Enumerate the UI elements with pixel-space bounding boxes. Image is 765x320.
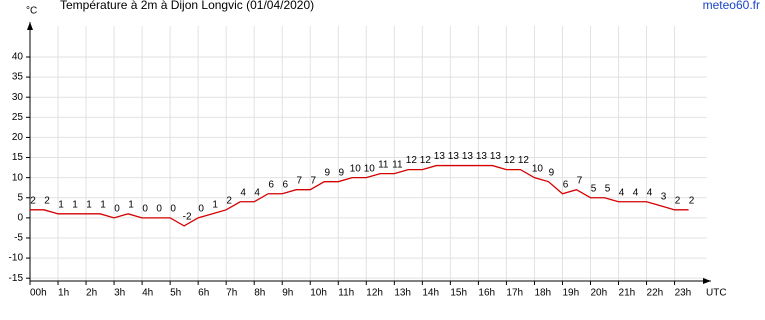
data-label: 2 <box>44 195 50 206</box>
x-tick-label: 4h <box>142 288 153 299</box>
data-label: 6 <box>268 179 274 190</box>
data-label: 0 <box>170 203 176 214</box>
data-label: 13 <box>434 151 446 162</box>
y-tick-label: 25 <box>12 112 24 123</box>
x-tick-label: 6h <box>198 288 209 299</box>
data-label: 12 <box>406 155 418 166</box>
data-label: 13 <box>448 151 460 162</box>
data-label: 2 <box>689 195 695 206</box>
data-label: 10 <box>532 163 544 174</box>
y-tick-label: -5 <box>14 233 23 244</box>
x-tick-label: 14h <box>422 288 439 299</box>
data-label: 9 <box>338 167 344 178</box>
data-label: 13 <box>490 151 502 162</box>
data-label: 0 <box>198 203 204 214</box>
x-tick-label: 21h <box>619 288 636 299</box>
data-label: 1 <box>86 199 92 210</box>
data-label: 3 <box>661 191 667 202</box>
data-label: 1 <box>72 199 78 210</box>
data-label: 1 <box>100 199 106 210</box>
x-axis-arrow <box>703 278 711 284</box>
data-label: 4 <box>619 187 625 198</box>
data-label: 9 <box>324 167 330 178</box>
y-axis-unit: °C <box>26 6 37 17</box>
x-tick-label: 2h <box>86 288 97 299</box>
data-label: 10 <box>364 163 376 174</box>
source-link[interactable]: meteo60.fr <box>703 0 760 12</box>
x-tick-label: 12h <box>366 288 383 299</box>
data-label: 4 <box>647 187 653 198</box>
data-label: 11 <box>378 159 389 170</box>
data-label: -2 <box>183 212 192 223</box>
data-label: 6 <box>563 179 569 190</box>
data-label: 13 <box>462 151 474 162</box>
data-label: 7 <box>577 175 583 186</box>
x-tick-label: 19h <box>562 288 579 299</box>
x-tick-label: 10h <box>310 288 327 299</box>
y-tick-label: 0 <box>17 212 23 223</box>
x-tick-label: 1h <box>58 288 69 299</box>
data-label: 10 <box>350 163 362 174</box>
x-tick-label: 3h <box>114 288 125 299</box>
x-tick-label: 23h <box>675 288 692 299</box>
data-label: 2 <box>30 195 36 206</box>
x-tick-label: 16h <box>478 288 495 299</box>
x-tick-label: 8h <box>254 288 265 299</box>
data-label: 1 <box>212 199 218 210</box>
data-label: 12 <box>504 155 516 166</box>
y-tick-label: 20 <box>12 132 24 143</box>
y-tick-label: 35 <box>12 72 24 83</box>
y-tick-label: -10 <box>9 253 24 264</box>
y-tick-label: 15 <box>12 152 24 163</box>
x-tick-label: 22h <box>647 288 664 299</box>
data-label: 12 <box>420 155 432 166</box>
y-tick-label: -15 <box>9 273 24 284</box>
data-label: 1 <box>58 199 64 210</box>
y-tick-label: 40 <box>12 52 24 63</box>
x-tick-label: 18h <box>534 288 551 299</box>
y-tick-label: 30 <box>12 92 24 103</box>
data-label: 1 <box>128 199 134 210</box>
data-label: 7 <box>296 175 302 186</box>
x-axis-unit: UTC <box>706 288 727 299</box>
data-label: 4 <box>633 187 639 198</box>
x-tick-label: 7h <box>226 288 237 299</box>
x-tick-label: 11h <box>338 288 354 299</box>
data-label: 0 <box>114 203 120 214</box>
x-tick-label: 17h <box>506 288 523 299</box>
x-tick-label: 13h <box>394 288 411 299</box>
x-tick-label: 9h <box>282 288 293 299</box>
data-label: 2 <box>226 195 232 206</box>
y-axis-arrow <box>27 22 33 30</box>
x-tick-label: 00h <box>30 288 47 299</box>
data-label: 0 <box>156 203 162 214</box>
data-label: 4 <box>254 187 260 198</box>
data-label: 5 <box>605 183 611 194</box>
data-label: 5 <box>591 183 597 194</box>
data-label: 4 <box>240 187 246 198</box>
x-tick-label: 20h <box>590 288 607 299</box>
data-label: 7 <box>310 175 316 186</box>
data-label: 9 <box>549 167 555 178</box>
temperature-line <box>30 164 689 227</box>
data-label: 12 <box>518 155 530 166</box>
data-label: 11 <box>392 159 403 170</box>
x-tick-label: 5h <box>170 288 181 299</box>
data-label: 2 <box>675 195 681 206</box>
x-tick-label: 15h <box>450 288 467 299</box>
chart-title: Température à 2m à Dijon Longvic (01/04/… <box>60 0 314 12</box>
y-tick-label: 10 <box>12 172 24 183</box>
data-label: 13 <box>476 151 488 162</box>
y-tick-label: 5 <box>17 192 23 203</box>
data-label: 6 <box>282 179 288 190</box>
data-label: 0 <box>142 203 148 214</box>
